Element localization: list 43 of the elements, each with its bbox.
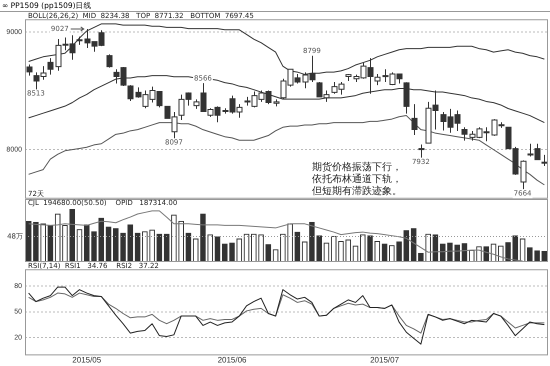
bar — [48, 225, 54, 261]
bar — [382, 244, 388, 261]
bar — [98, 218, 104, 261]
bar — [527, 247, 533, 261]
bar — [534, 250, 540, 261]
bar — [505, 242, 511, 261]
x-tick-label: 2015/05 — [72, 355, 102, 364]
bar — [164, 234, 170, 261]
x-tick-label: 2015/06 — [218, 355, 248, 364]
bar — [432, 234, 438, 261]
bar — [69, 209, 76, 261]
bar — [404, 230, 410, 261]
bar — [186, 232, 192, 261]
bar — [134, 232, 140, 261]
bar — [462, 243, 468, 261]
bar — [33, 222, 39, 261]
annotation: 期货价格振荡下行，依托布林通道下轨，但短期有滞跌迹象。 — [312, 162, 403, 198]
bar — [316, 235, 322, 261]
bar — [454, 244, 460, 261]
bar — [266, 244, 272, 261]
bar — [214, 236, 220, 261]
bar — [200, 214, 206, 261]
x-tick-label: 2015/07 — [370, 355, 400, 364]
bar — [229, 242, 235, 261]
bar — [26, 220, 32, 261]
bar — [112, 228, 119, 261]
bar — [440, 244, 446, 261]
bar — [294, 232, 300, 261]
bar — [483, 246, 490, 261]
bar — [542, 250, 548, 261]
bar — [106, 226, 112, 261]
bar — [91, 231, 97, 261]
bar — [410, 228, 416, 261]
bar — [156, 234, 162, 261]
bar — [84, 224, 90, 261]
bar — [120, 232, 126, 261]
bar — [309, 222, 315, 261]
bar — [447, 242, 453, 261]
bar — [222, 244, 228, 261]
bar — [396, 242, 402, 261]
bar — [512, 235, 518, 261]
bar — [367, 235, 373, 261]
bar — [127, 224, 134, 261]
